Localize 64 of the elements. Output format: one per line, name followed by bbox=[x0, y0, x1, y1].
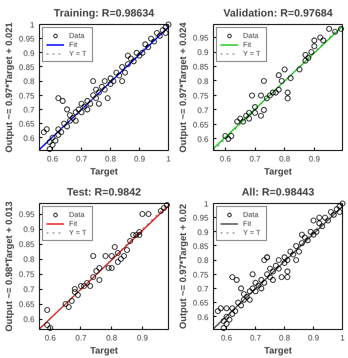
chart-title: All: R=0.98443 bbox=[242, 186, 314, 198]
y-tick-label: 0.7 bbox=[197, 106, 210, 115]
x-axis-title: Target bbox=[90, 346, 118, 356]
y-tick-label: 0.85 bbox=[192, 62, 210, 72]
y-tick-label: 0.65 bbox=[18, 300, 36, 309]
x-tick-label: 0.9 bbox=[134, 154, 146, 164]
y-tick-label: 1 bbox=[30, 20, 36, 30]
x-tick-label: 0.9 bbox=[136, 334, 149, 342]
y-tick-label: 0.6 bbox=[23, 134, 36, 143]
x-tick-label: 0.9 bbox=[308, 154, 320, 164]
y-tick-label: 0.95 bbox=[18, 210, 36, 219]
y-axis-title: Output ~= 0.97*Target + 0.02 bbox=[178, 204, 188, 330]
x-tick-label: 0.6 bbox=[220, 154, 232, 164]
y-tick-label: 0.75 bbox=[18, 91, 36, 100]
x-tick-label: 0.9 bbox=[308, 334, 320, 342]
y-tick-label: 0.95 bbox=[192, 214, 210, 223]
y-tick-label: 0.75 bbox=[192, 270, 210, 280]
y-tick-label: 1 bbox=[204, 200, 210, 208]
y-tick-label: 0.95 bbox=[192, 34, 210, 43]
y-tick-label: 0.7 bbox=[23, 285, 36, 294]
x-axis-title: Target bbox=[264, 166, 292, 176]
chart-title: Training: R=0.98634 bbox=[54, 8, 154, 20]
x-tick-label: 0.6 bbox=[220, 334, 233, 342]
y-tick-label: 0.8 bbox=[197, 76, 210, 86]
y-tick-label: 0.8 bbox=[23, 77, 36, 86]
y-tick-label: 0.95 bbox=[18, 34, 36, 44]
y-tick-label: 0.9 bbox=[23, 48, 36, 58]
y-tick-label: 0.9 bbox=[197, 228, 210, 237]
x-tick-label: 0.7 bbox=[250, 334, 262, 342]
y-tick-label: 0.65 bbox=[192, 298, 210, 308]
x-tick-label: 0.7 bbox=[249, 154, 262, 164]
y-tick-label: 0.7 bbox=[197, 284, 210, 294]
x-tick-label: 1 bbox=[340, 334, 346, 342]
y-tick-label: 0.75 bbox=[192, 91, 210, 100]
x-tick-label: 0.8 bbox=[106, 334, 118, 342]
x-tick-label: 0.8 bbox=[104, 154, 117, 164]
x-axis-title: Target bbox=[264, 346, 292, 356]
y-tick-label: 0.6 bbox=[197, 134, 210, 144]
y-axis-title: Output ~= 0.97*Target + 0.021 bbox=[4, 22, 14, 153]
x-tick-label: 1 bbox=[166, 154, 172, 164]
x-tick-label: 0.7 bbox=[76, 154, 88, 164]
x-axis-title: Target bbox=[90, 166, 118, 176]
x-tick-label: 0.7 bbox=[75, 334, 88, 342]
y-tick-label: 0.85 bbox=[192, 242, 210, 251]
x-tick-label: 0.8 bbox=[278, 334, 291, 342]
y-tick-label: 0.8 bbox=[23, 255, 36, 264]
x-tick-label: 0.8 bbox=[279, 154, 291, 164]
y-axis-title: Output ~= 0.98*Target + 0.013 bbox=[4, 201, 14, 332]
y-tick-label: 0.85 bbox=[18, 240, 36, 249]
y-tick-label: 0.6 bbox=[23, 315, 36, 324]
y-tick-label: 0.85 bbox=[18, 62, 36, 72]
y-tick-label: 0.65 bbox=[192, 120, 210, 130]
chart-title: Validation: R=0.97684 bbox=[223, 8, 333, 20]
y-tick-label: 0.8 bbox=[197, 256, 210, 266]
y-axis-title: Output ~= 0.97*Target + 0.024 bbox=[178, 22, 188, 153]
y-tick-label: 0.6 bbox=[197, 312, 210, 322]
y-tick-label: 0.9 bbox=[23, 225, 36, 234]
x-tick-label: 0.6 bbox=[46, 154, 59, 164]
y-tick-label: 0.65 bbox=[18, 120, 36, 129]
y-tick-label: 0.9 bbox=[197, 48, 210, 58]
y-tick-label: 0.7 bbox=[23, 105, 36, 114]
x-tick-label: 0.6 bbox=[44, 334, 56, 342]
chart-title: Test: R=0.9842 bbox=[66, 186, 142, 198]
y-tick-label: 0.75 bbox=[18, 270, 36, 279]
